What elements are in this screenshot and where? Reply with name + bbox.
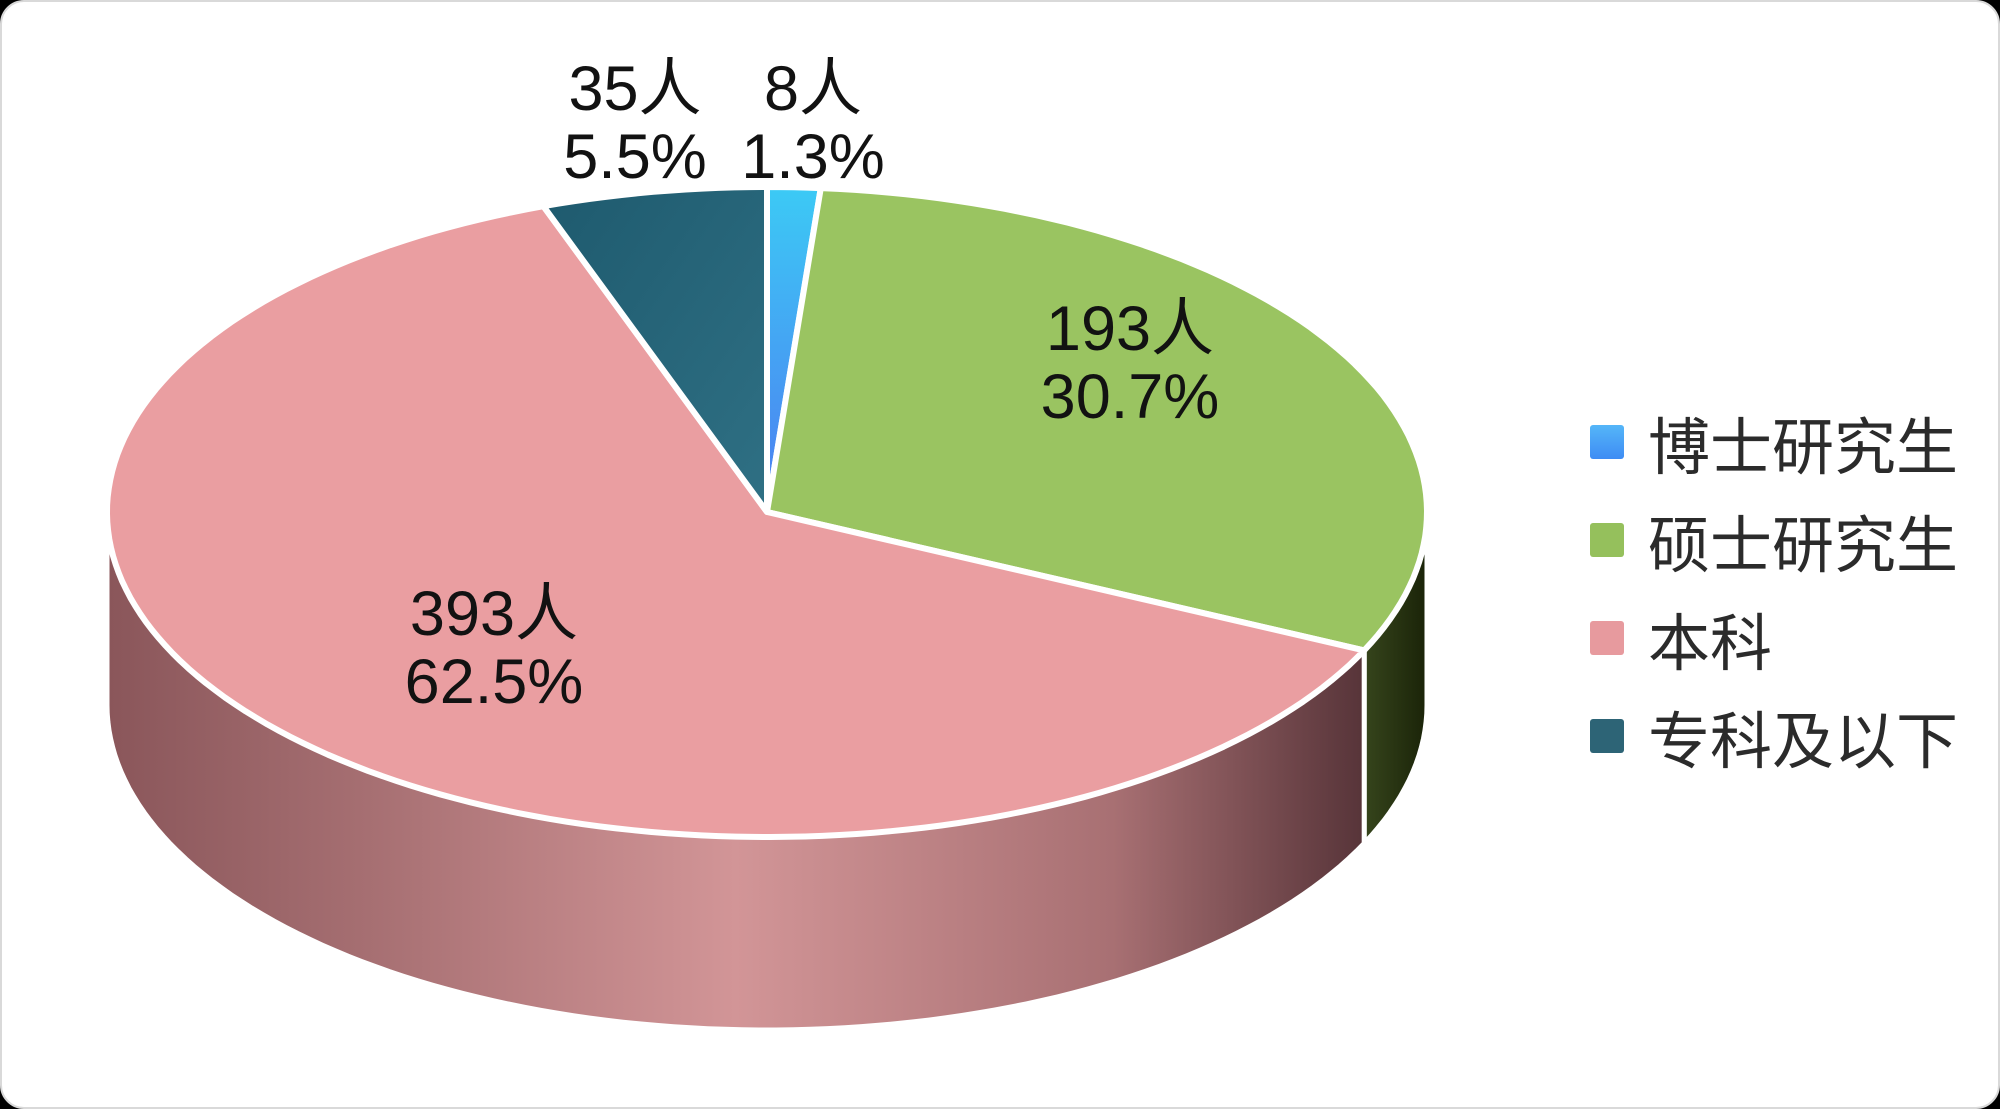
legend-label: 专科及以下 <box>1648 707 1959 777</box>
pie-slice-2 <box>104 203 1368 840</box>
legend-label: 本科 <box>1648 609 1773 679</box>
legend-item-doctoral: 博士研究生 <box>1590 406 1958 483</box>
slice-label-pct: 1.3% <box>741 122 885 192</box>
legend-swatch-bachelor <box>1590 620 1624 655</box>
legend-swatch-masters <box>1590 522 1624 557</box>
legend-swatch-associate <box>1590 718 1624 753</box>
slice-label-pct: 5.5% <box>563 122 707 192</box>
legend-item-masters: 硕士研究生 <box>1590 504 1958 581</box>
slice-label-pct: 62.5% <box>404 647 584 717</box>
legend: 博士研究生 硕士研究生 本科 专科及以下 <box>1590 406 1958 798</box>
pie-slice-3 <box>540 184 770 515</box>
slice-label-value: 393人 <box>409 579 579 649</box>
slice-label-masters: 193人 30.7% <box>1041 295 1220 431</box>
slice-label-doctoral: 8人 1.3% <box>741 55 885 191</box>
slice-label-value: 193人 <box>1045 294 1215 364</box>
legend-item-associate: 专科及以下 <box>1590 700 1958 777</box>
legend-swatch-doctoral <box>1590 424 1624 459</box>
legend-label: 博士研究生 <box>1648 413 1959 483</box>
slice-label-pct: 30.7% <box>1040 362 1220 432</box>
slice-label-bachelor: 393人 62.5% <box>405 580 584 716</box>
pie-slice-1 <box>764 185 1430 654</box>
slice-label-value: 35人 <box>568 54 702 124</box>
legend-item-bachelor: 本科 <box>1590 602 1958 679</box>
slice-label-value: 8人 <box>763 54 863 124</box>
legend-label: 硕士研究生 <box>1648 511 1959 581</box>
slice-label-associate: 35人 5.5% <box>563 55 707 191</box>
